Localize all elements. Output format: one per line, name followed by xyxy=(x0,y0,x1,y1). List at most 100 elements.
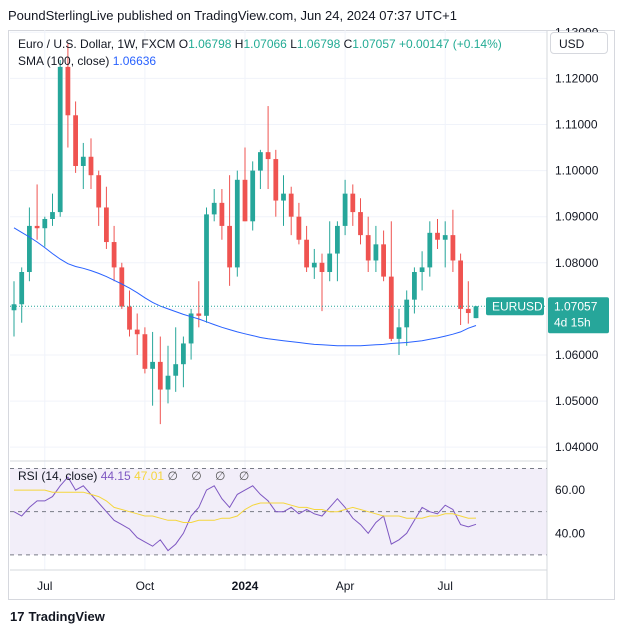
candle-body xyxy=(242,179,248,222)
change-value: +0.00147 (+0.14%) xyxy=(399,37,502,51)
ohlc-row: Euro / U.S. Dollar, 1W, FXCM O1.06798 H1… xyxy=(18,36,502,53)
price-tag: EURUSD 1.07057 4d 15h xyxy=(486,297,609,334)
candle-body xyxy=(211,202,217,215)
candle-body xyxy=(404,299,410,328)
price-tick-label: 1.11000 xyxy=(555,117,598,131)
candles xyxy=(11,43,479,425)
candle-body xyxy=(335,225,340,254)
candle-body xyxy=(111,242,117,268)
candle-body xyxy=(219,202,225,226)
candle-body xyxy=(473,306,479,319)
candle-body xyxy=(442,235,448,240)
low-value: 1.06798 xyxy=(296,37,341,51)
candle-body xyxy=(227,225,232,268)
candle-body xyxy=(350,193,356,213)
rsi-sma-line xyxy=(14,489,477,523)
tradingview-logo-icon: 17 xyxy=(10,609,25,624)
candle-body xyxy=(173,364,179,376)
tradingview-logo[interactable]: 17 TradingView xyxy=(10,609,105,624)
high-label: H xyxy=(234,37,244,51)
candle-body xyxy=(157,361,163,390)
candle-body xyxy=(396,327,402,339)
high-value: 1.07066 xyxy=(243,37,287,51)
sma-value: 1.06636 xyxy=(112,54,157,68)
price-tick-label: 1.09000 xyxy=(555,210,599,224)
candle-body xyxy=(342,193,348,226)
candle-body xyxy=(73,115,78,166)
rsi-legend: RSI (14, close) 44.15 47.01 ∅ ∅ ∅ ∅ xyxy=(18,469,254,483)
currency-button[interactable]: USD xyxy=(550,32,608,54)
candle-body xyxy=(104,207,109,243)
candle-body xyxy=(234,179,240,268)
candle-body xyxy=(427,232,433,268)
rsi-tick-label: 40.00 xyxy=(555,526,585,540)
candle-body xyxy=(142,334,148,369)
candle-body xyxy=(188,313,194,344)
price-tick-label: 1.12000 xyxy=(555,71,599,85)
hidden-value-icons: ∅ ∅ ∅ ∅ xyxy=(167,469,255,483)
candle-body xyxy=(281,193,286,201)
candle-body xyxy=(96,175,102,208)
chart-frame xyxy=(8,30,615,600)
candle-body xyxy=(265,152,271,160)
candle-body xyxy=(296,216,302,240)
candle-body xyxy=(80,156,86,166)
candle-body xyxy=(250,170,256,222)
rsi-tick-label: 60.00 xyxy=(555,483,585,497)
candle-body xyxy=(34,225,40,229)
candle-body xyxy=(381,244,386,277)
price-tick-label: 1.08000 xyxy=(555,256,599,270)
candle-body xyxy=(311,262,317,268)
candle-body xyxy=(450,235,456,261)
price-axis[interactable]: 1.040001.050001.060001.070001.080001.090… xyxy=(555,25,599,454)
low-label: L xyxy=(290,37,297,51)
time-tick-label: Jul xyxy=(438,579,453,593)
rsi-label[interactable]: RSI (14, close) xyxy=(18,469,98,483)
candle-body xyxy=(288,193,294,217)
time-tick-label: Oct xyxy=(136,579,155,593)
price-tick-label: 1.04000 xyxy=(555,440,599,454)
publish-header-text: PoundSterlingLive published on TradingVi… xyxy=(8,8,457,23)
price-tag-symbol-bg xyxy=(486,297,544,316)
candle-body xyxy=(181,343,186,365)
candle-body xyxy=(50,212,55,219)
rsi-band-lines xyxy=(10,467,547,556)
candle-body xyxy=(196,313,202,316)
candle-body xyxy=(27,225,32,273)
candle-body xyxy=(273,159,279,201)
time-axis[interactable]: Jul Oct 2024 Apr Jul xyxy=(37,579,453,593)
candle-body xyxy=(11,304,17,311)
candle-body xyxy=(465,308,471,314)
rsi-axis[interactable]: 40.00 60.00 xyxy=(555,483,585,540)
candle-body xyxy=(165,375,171,390)
sma-label[interactable]: SMA (100, close) xyxy=(18,54,110,68)
candle-body xyxy=(19,272,25,305)
close-value: 1.07057 xyxy=(352,37,396,51)
price-tag-countdown: 4d 15h xyxy=(554,315,591,329)
close-label: C xyxy=(343,37,353,51)
candle-body xyxy=(204,214,209,316)
main-legend: Euro / U.S. Dollar, 1W, FXCM O1.06798 H1… xyxy=(18,36,502,70)
open-value: 1.06798 xyxy=(188,37,232,51)
candle-body xyxy=(388,276,394,339)
candle-body xyxy=(458,260,463,309)
price-tag-symbol: EURUSD xyxy=(492,299,543,313)
time-tick-label: 2024 xyxy=(232,579,259,593)
candle-body xyxy=(412,272,417,300)
price-tick-label: 1.05000 xyxy=(555,394,599,408)
candle-body xyxy=(150,361,155,369)
candle-body xyxy=(65,66,71,116)
rsi-sma-value: 47.01 xyxy=(134,469,165,483)
candle-body xyxy=(327,253,333,273)
candle-body xyxy=(319,262,325,273)
candle-body xyxy=(127,306,132,330)
time-tick-label: Jul xyxy=(37,579,52,593)
candle-body xyxy=(88,156,94,176)
rsi-value: 44.15 xyxy=(100,469,131,483)
price-tag-price: 1.07057 xyxy=(554,299,598,313)
candle-body xyxy=(365,235,371,261)
price-tick-label: 1.10000 xyxy=(555,164,599,178)
price-tick-label: 1.06000 xyxy=(555,348,599,362)
symbol-title[interactable]: Euro / U.S. Dollar, 1W, FXCM xyxy=(18,37,176,51)
